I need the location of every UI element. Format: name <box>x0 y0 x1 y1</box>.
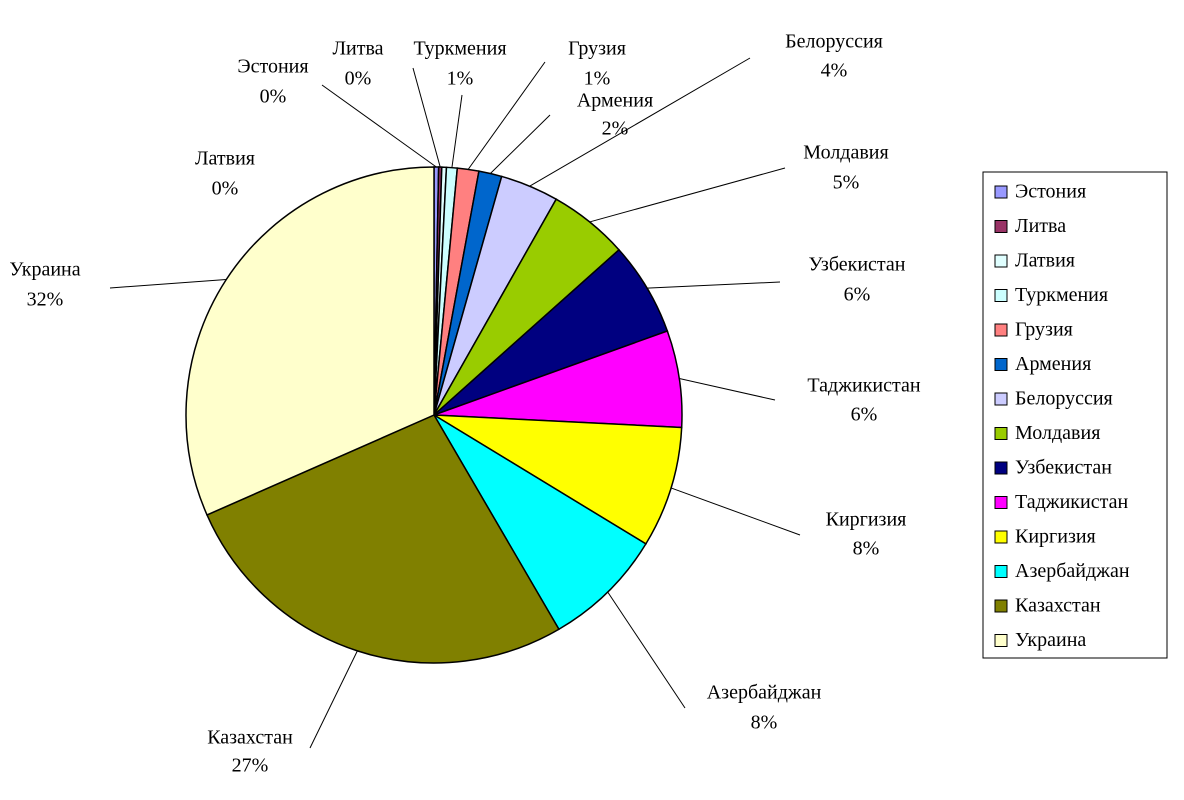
legend-label: Киргизия <box>1015 526 1096 548</box>
slice-label: Молдавия <box>803 142 888 164</box>
slice-value-label: 1% <box>447 68 474 90</box>
leader-line <box>529 57 751 187</box>
legend-swatch <box>994 358 1008 371</box>
legend-swatch <box>994 392 1008 406</box>
slice-value-label: 0% <box>345 68 372 90</box>
slice-value-label: 5% <box>833 172 860 194</box>
legend-swatch <box>994 496 1008 509</box>
legend-label: Узбекистан <box>1015 457 1112 479</box>
slice-label: Армения <box>577 90 653 112</box>
leader-line <box>321 84 437 168</box>
legend-swatch <box>994 530 1008 544</box>
legend-swatch <box>994 254 1008 268</box>
leader-line <box>670 487 801 536</box>
slice-label: Узбекистан <box>809 254 906 276</box>
slice-label: Белоруссия <box>785 31 883 53</box>
legend-label: Молдавия <box>1015 422 1100 444</box>
legend-swatch <box>994 427 1008 440</box>
legend-label: Украина <box>1015 629 1086 651</box>
slice-value-label: 6% <box>851 404 878 426</box>
leader-line <box>109 278 227 289</box>
slice-value-label: 4% <box>821 60 848 82</box>
legend-swatch <box>994 220 1008 233</box>
slice-label: Латвия <box>195 148 255 170</box>
legend-label: Туркмения <box>1015 284 1108 306</box>
legend-label: Латвия <box>1015 250 1075 272</box>
slice-label: Азербайджан <box>707 682 822 704</box>
leader-line <box>451 94 463 168</box>
slice-label: Туркмения <box>413 38 506 60</box>
slice-value-label: 32% <box>27 289 64 311</box>
slice-label: Таджикистан <box>807 375 920 397</box>
legend-label: Грузия <box>1015 319 1073 341</box>
slice-value-label: 0% <box>212 178 239 200</box>
legend-swatch <box>994 634 1008 647</box>
leader-line <box>309 650 358 749</box>
legend-label: Эстония <box>1015 181 1086 203</box>
slice-value-label: 6% <box>844 284 871 306</box>
leader-line <box>589 167 786 223</box>
legend-swatch <box>994 599 1008 613</box>
legend-label: Белоруссия <box>1015 388 1113 410</box>
legend-label: Армения <box>1015 353 1091 375</box>
slice-value-label: 8% <box>751 712 778 734</box>
legend-label: Азербайджан <box>1015 560 1130 582</box>
legend-label: Литва <box>1015 215 1066 237</box>
leader-line <box>467 61 546 170</box>
leader-line <box>490 114 551 174</box>
legend-swatch <box>994 323 1008 337</box>
leader-line <box>647 281 781 289</box>
legend-box <box>982 171 1168 659</box>
slice-value-label: 1% <box>584 68 611 90</box>
legend-label: Таджикистан <box>1015 491 1128 513</box>
legend-label: Казахстан <box>1015 595 1101 617</box>
slice-label: Казахстан <box>207 727 293 749</box>
legend-swatch <box>994 565 1008 578</box>
slice-value-label: 8% <box>853 538 880 560</box>
slice-label: Украина <box>9 259 80 281</box>
leader-line <box>412 67 441 168</box>
slice-value-label: 0% <box>260 86 287 108</box>
slice-value-label: 2% <box>602 118 629 140</box>
leader-line <box>679 378 776 401</box>
slice-label: Литва <box>332 38 383 60</box>
legend-swatch <box>994 185 1008 199</box>
slice-label: Киргизия <box>826 509 907 531</box>
legend-swatch <box>994 461 1008 475</box>
slice-label: Грузия <box>568 38 626 60</box>
slice-value-label: 27% <box>232 755 269 777</box>
legend-swatch <box>994 289 1008 302</box>
slice-label: Эстония <box>237 56 308 78</box>
leader-line <box>607 591 686 709</box>
